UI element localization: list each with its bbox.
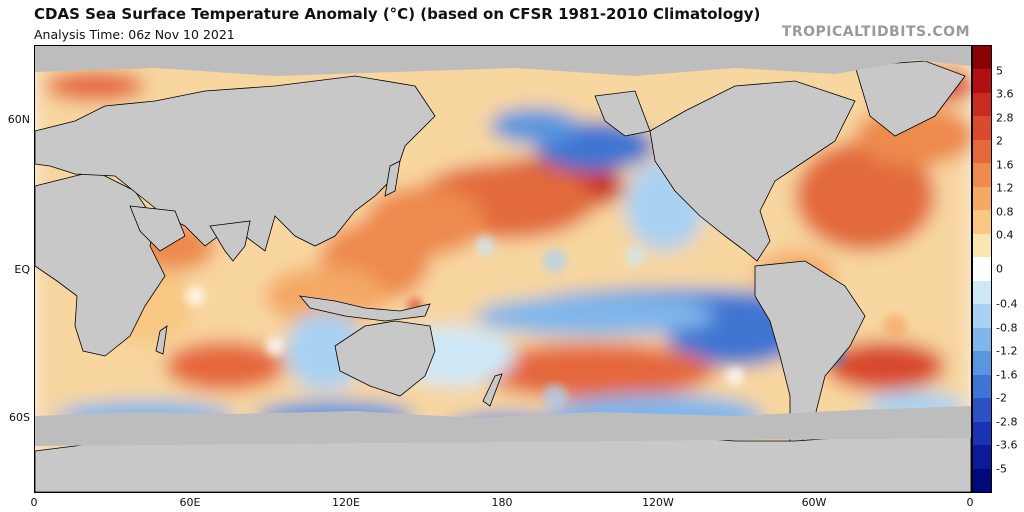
lon-label-0-east: 0 <box>966 496 974 509</box>
colorbar-label: -3.6 <box>996 438 1018 452</box>
colorbar-label: -5 <box>996 462 1007 476</box>
map-title: CDAS Sea Surface Temperature Anomaly (°C… <box>34 5 761 23</box>
japan-land <box>384 160 401 197</box>
colorbar-swatch <box>973 210 991 235</box>
indonesia-land <box>299 295 431 322</box>
colorbar-swatch <box>973 280 991 305</box>
colorbar-swatch <box>973 186 991 211</box>
map-frame <box>34 45 972 493</box>
colorbar-swatch <box>973 398 991 423</box>
australia-land <box>334 320 436 397</box>
lon-label-60w: 60W <box>801 496 827 509</box>
new-zealand-land <box>482 373 503 407</box>
colorbar-label: 0 <box>996 262 1003 276</box>
lon-label-120e: 120E <box>332 496 360 509</box>
lat-label-60s: 60S <box>9 411 30 424</box>
colorbar-swatch <box>973 374 991 399</box>
lat-label-60n: 60N <box>7 113 30 126</box>
alaska-land <box>594 90 651 137</box>
colorbar-swatch <box>973 351 991 376</box>
lon-label-180: 180 <box>491 496 513 509</box>
north-america-land <box>649 80 856 262</box>
colorbar <box>972 45 992 493</box>
colorbar-label: 0.8 <box>996 205 1014 219</box>
colorbar-label: -1.2 <box>996 344 1018 358</box>
colorbar-label: 2 <box>996 134 1003 148</box>
colorbar-label: -2.8 <box>996 415 1018 429</box>
colorbar-label: -0.8 <box>996 321 1018 335</box>
colorbar-swatch <box>973 421 991 446</box>
africa-land <box>35 170 166 357</box>
colorbar-swatch <box>973 233 991 258</box>
lat-label-eq: EQ <box>14 263 30 276</box>
colorbar-swatch <box>973 304 991 329</box>
colorbar-label: 0.4 <box>996 228 1014 242</box>
colorbar-label: 1.6 <box>996 158 1014 172</box>
sst-anomaly-map <box>35 46 971 492</box>
colorbar-swatch <box>973 445 991 470</box>
arabia-land <box>129 205 186 252</box>
colorbar-swatch <box>973 139 991 164</box>
analysis-time: Analysis Time: 06z Nov 10 2021 <box>34 27 235 42</box>
lon-label-0: 0 <box>30 496 38 509</box>
colorbar-label: -1.6 <box>996 368 1018 382</box>
colorbar-swatch <box>973 46 991 70</box>
india-land <box>209 220 251 262</box>
eurasia-land <box>35 75 436 252</box>
colorbar-label: 1.2 <box>996 181 1014 195</box>
colorbar-swatch <box>973 92 991 117</box>
colorbar-label: -0.4 <box>996 297 1018 311</box>
lon-label-120w: 120W <box>642 496 674 509</box>
colorbar-swatch <box>973 468 991 493</box>
credit-watermark: TROPICALTIDBITS.COM <box>781 24 970 40</box>
colorbar-swatch <box>973 116 991 141</box>
land-masses <box>35 60 971 492</box>
colorbar-swatch <box>973 69 991 94</box>
colorbar-swatch <box>973 257 991 282</box>
colorbar-label: -2 <box>996 391 1007 405</box>
madagascar-land <box>155 325 168 355</box>
lon-label-60e: 60E <box>179 496 201 509</box>
colorbar-label: 2.8 <box>996 111 1014 125</box>
colorbar-swatch <box>973 163 991 188</box>
colorbar-label: 5 <box>996 64 1003 78</box>
sea-ice <box>35 46 971 446</box>
colorbar-label: 3.6 <box>996 87 1014 101</box>
colorbar-swatch <box>973 327 991 352</box>
